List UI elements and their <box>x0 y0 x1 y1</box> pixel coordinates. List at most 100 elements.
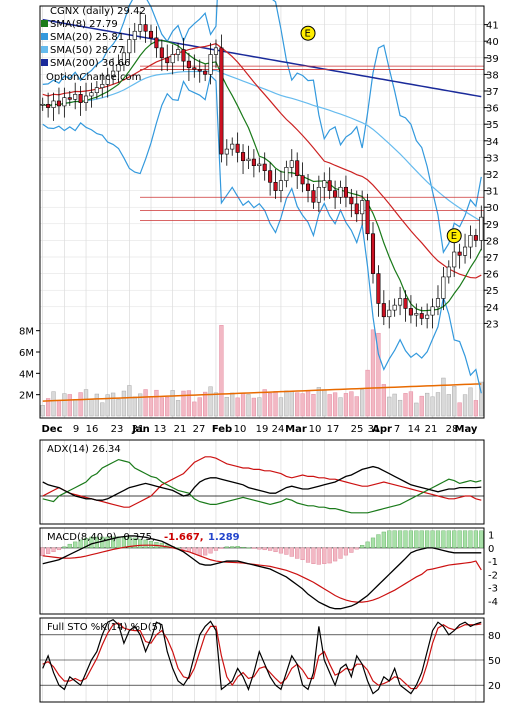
macd-tick-label: 0 <box>488 544 494 555</box>
x-tick-label: 31 <box>368 424 381 435</box>
macd-histogram-bar <box>89 536 94 549</box>
macd-signal-line <box>42 544 482 603</box>
volume-bar <box>138 393 143 417</box>
volume-bar <box>159 397 164 417</box>
legend-sma50: SMA(50) 28.77 <box>50 45 124 56</box>
macd-histogram-bar <box>397 530 403 549</box>
candle-body <box>452 251 457 268</box>
candle-body <box>419 313 424 319</box>
volume-bar <box>175 400 181 417</box>
volume-bar <box>94 393 99 417</box>
macd-frame <box>39 527 485 615</box>
macd-histogram-bar <box>468 530 473 549</box>
y-tick-label: 41 <box>486 21 499 32</box>
candle-body <box>241 152 246 162</box>
macd-histogram-bar <box>435 530 441 549</box>
vol-tick-label: 8M <box>19 327 34 338</box>
macd-histogram-bar <box>419 530 424 549</box>
earnings-marker-circle <box>300 25 316 41</box>
candle-body <box>435 298 441 308</box>
x-tick-label: 13 <box>154 424 167 435</box>
candle-body <box>398 298 403 306</box>
volume-bar <box>246 394 251 417</box>
volume-bar <box>300 393 305 417</box>
volume-bar <box>235 397 240 417</box>
y-tick-label: 39 <box>486 54 499 65</box>
candle-body <box>370 233 376 274</box>
macd-histogram-bar <box>473 530 478 549</box>
candle-body <box>338 186 343 198</box>
candle-body <box>354 203 359 215</box>
macd-histogram-bar <box>327 547 332 564</box>
candle-body <box>176 49 181 55</box>
volume-bar <box>332 392 338 417</box>
volume-bar <box>40 405 45 417</box>
volume-bar <box>435 392 441 417</box>
candle-body <box>425 314 430 319</box>
x-tick-label: 14 <box>408 424 421 435</box>
sto-d-line <box>42 622 482 690</box>
volume-average-line <box>42 383 482 402</box>
macd-histogram-bar <box>240 546 246 549</box>
x-tick-label: 24 <box>272 424 285 435</box>
volume-bar <box>349 391 354 417</box>
x-tick-label: Apr <box>372 424 392 435</box>
volume-bar <box>267 392 273 417</box>
macd-histogram-bar <box>111 536 116 549</box>
macd-histogram-bar <box>127 537 132 549</box>
volume-bar <box>387 396 392 417</box>
x-tick-label: 19 <box>256 424 269 435</box>
candle-body <box>300 175 305 185</box>
ticker-label: CGNX (daily) 29.42 <box>50 6 146 17</box>
macd-histogram-bar <box>230 546 235 549</box>
candle-body <box>430 306 435 316</box>
volume-bar <box>89 399 94 417</box>
candle-body <box>295 160 300 176</box>
candle-body <box>111 70 116 77</box>
y-tick-label: 36 <box>486 104 499 115</box>
volume-bar <box>419 395 424 417</box>
macd-histogram-bar <box>78 539 83 549</box>
x-tick-label: 21 <box>425 424 438 435</box>
macd-histogram-bar <box>322 547 327 564</box>
macd-histogram-bar <box>273 547 278 553</box>
volume-bar <box>327 394 332 417</box>
volume-bar <box>457 402 462 417</box>
candle-body <box>289 160 294 168</box>
candle-body <box>316 186 321 203</box>
candle-body <box>360 200 365 215</box>
y-tick-label: 31 <box>486 187 499 198</box>
x-tick-label: Dec <box>41 424 62 435</box>
macd-histogram-bar <box>370 537 376 549</box>
earnings-marker-circle <box>446 228 462 244</box>
macd-histogram-bar <box>56 547 62 551</box>
volume-bar <box>473 400 479 417</box>
candle-body <box>165 57 170 64</box>
volume-bar <box>186 390 192 417</box>
macd-histogram-bar <box>316 547 321 565</box>
candle-body <box>148 30 154 39</box>
candle-body <box>208 54 213 75</box>
volume-bar <box>56 400 62 417</box>
adx-label: ADX(14) 26.34 <box>47 444 121 455</box>
price-panel: 23 24 25 26 27 28 29 30 31 32 33 34 35 36 37 38 39 40 41 2M… <box>19 0 499 435</box>
macd-histogram-bar <box>51 547 56 553</box>
volume-bar <box>121 390 127 417</box>
macd-histogram-bar <box>452 530 457 549</box>
candle-body <box>446 266 451 278</box>
y-tick-label: 35 <box>486 120 499 131</box>
volume-bar <box>67 394 72 417</box>
volume-bar <box>311 393 316 417</box>
adx-panel <box>39 439 485 525</box>
candle-body <box>463 246 468 256</box>
y-tick-label: 37 <box>486 87 499 98</box>
macd-histogram-bar <box>311 547 316 564</box>
earnings-marker-label: E <box>305 29 311 40</box>
macd-histogram-bar <box>457 530 462 549</box>
volume-bar <box>462 394 468 417</box>
y-tick-label: 33 <box>486 153 499 164</box>
volume-bar <box>376 332 381 417</box>
x-tick-label: 27 <box>193 424 206 435</box>
volume-bar <box>83 389 89 417</box>
